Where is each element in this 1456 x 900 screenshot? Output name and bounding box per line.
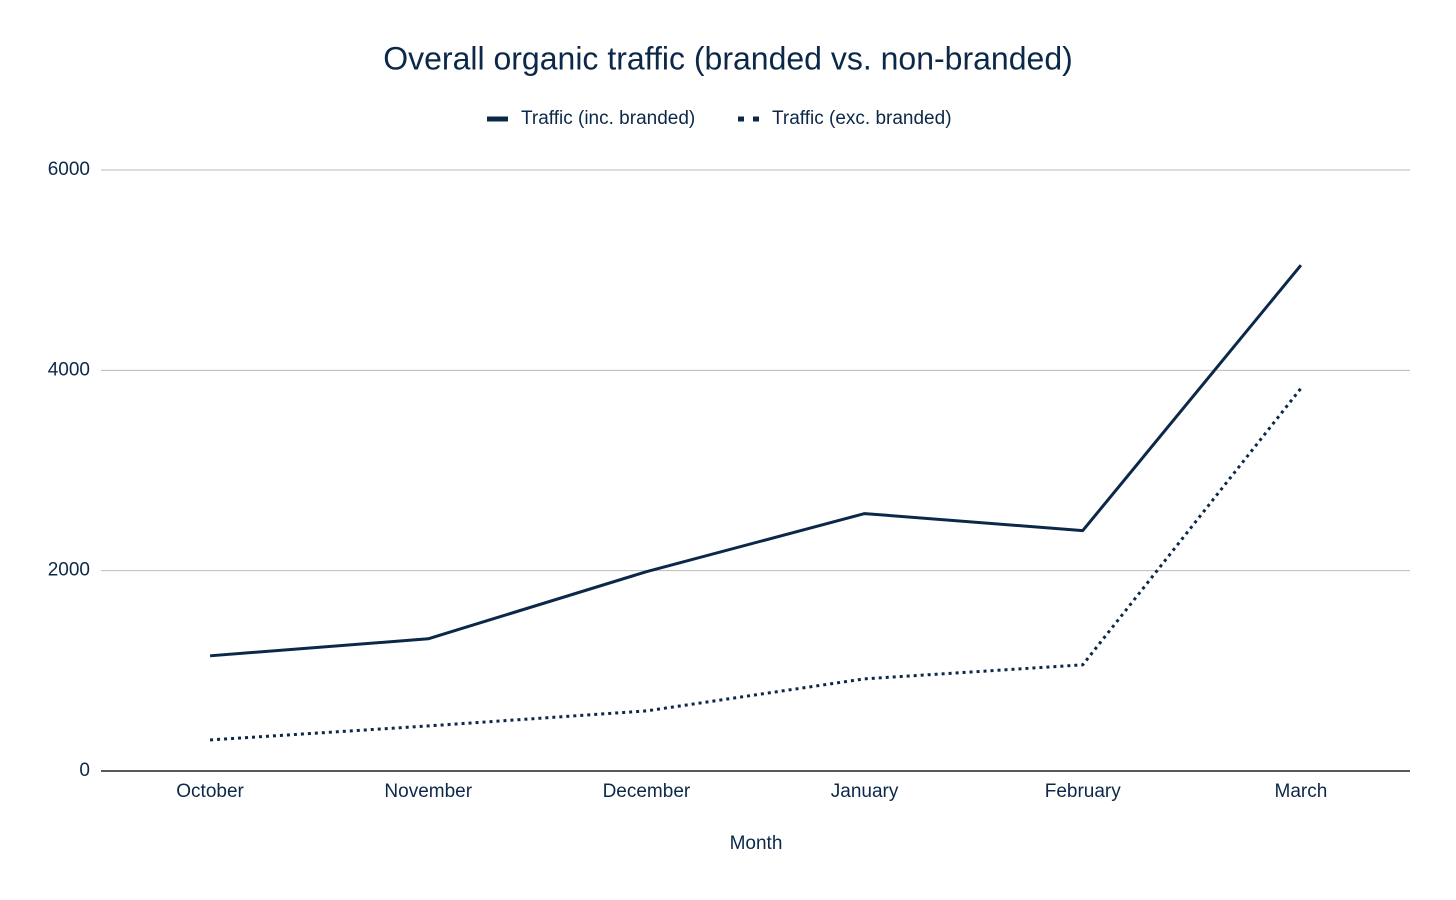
legend-label: Traffic (inc. branded)	[521, 108, 695, 129]
y-tick-label: 2000	[48, 560, 90, 581]
x-tick-label: January	[831, 781, 899, 802]
y-tick-label: 4000	[48, 359, 90, 380]
legend-label: Traffic (exc. branded)	[772, 108, 952, 129]
chart-title: Overall organic traffic (branded vs. non…	[383, 40, 1073, 76]
y-tick-label: 6000	[48, 159, 90, 180]
x-tick-label: February	[1045, 781, 1122, 802]
x-axis-title: Month	[730, 833, 783, 854]
x-tick-label: March	[1275, 781, 1328, 802]
x-tick-label: November	[384, 781, 472, 802]
series-line	[209, 387, 1303, 742]
series-line	[209, 264, 1303, 658]
x-tick-label: December	[603, 781, 691, 802]
x-tick-label: October	[176, 781, 244, 802]
y-tick-label: 0	[79, 760, 90, 781]
